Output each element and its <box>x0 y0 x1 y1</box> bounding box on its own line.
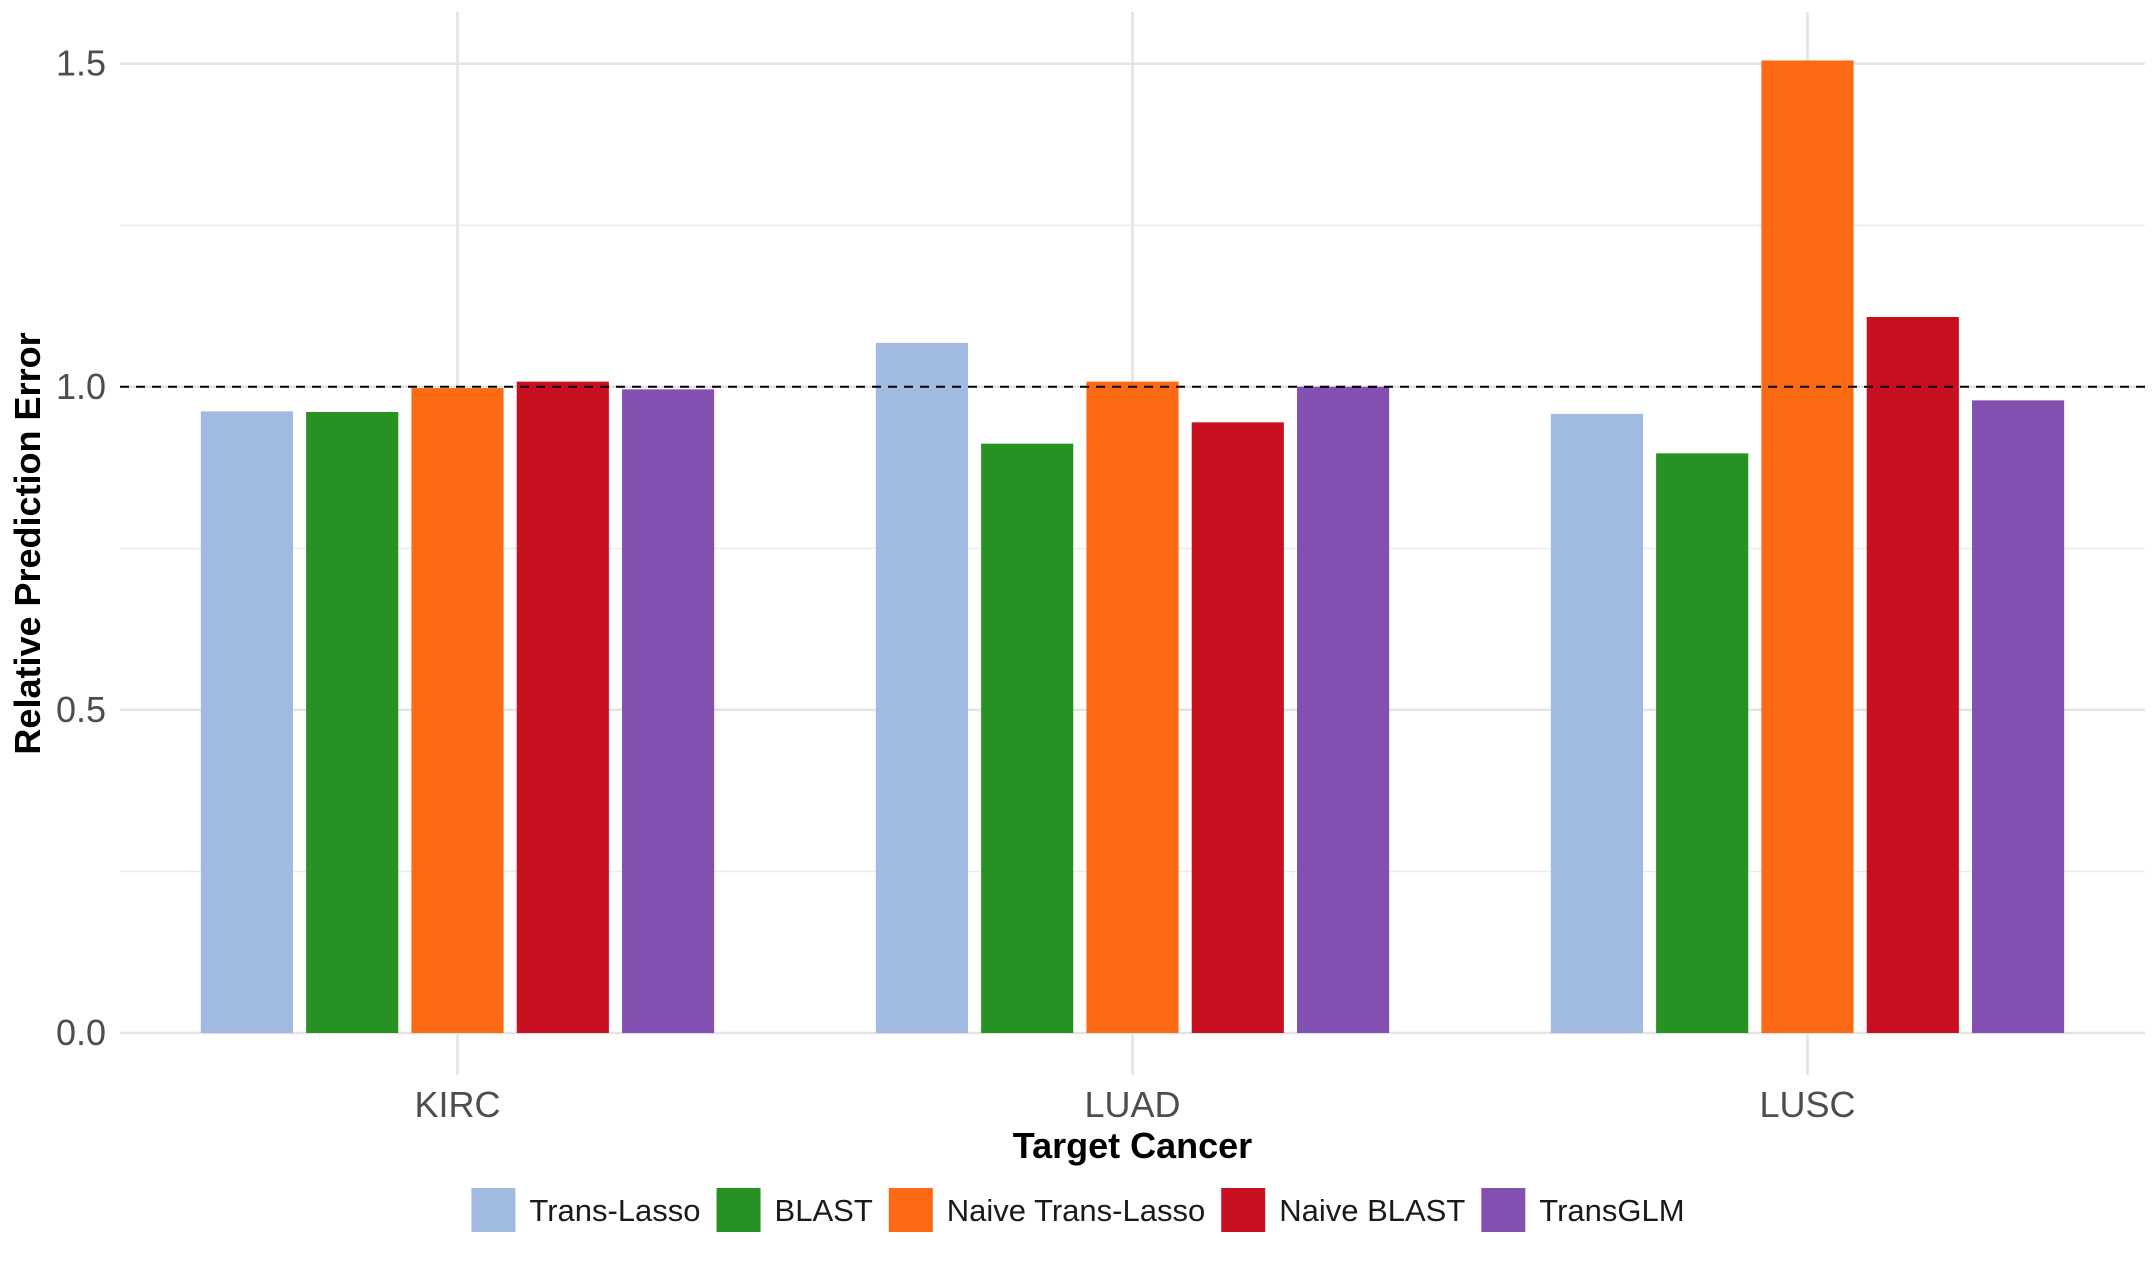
x-tick-label: KIRC <box>414 1084 500 1125</box>
bar <box>1761 60 1854 1033</box>
bar <box>1086 381 1179 1033</box>
legend-label: BLAST <box>775 1193 873 1228</box>
bar <box>1866 317 1959 1033</box>
y-tick-label: 0.5 <box>56 689 106 730</box>
legend: Trans-Lasso BLAST Naive Trans-Lasso Naive B… <box>471 1188 1685 1232</box>
x-axis-title: Target Cancer <box>1013 1125 1252 1166</box>
legend-key <box>471 1188 516 1232</box>
bar <box>981 443 1074 1033</box>
y-tick-label: 1.0 <box>56 366 106 407</box>
bar <box>306 411 399 1033</box>
bar <box>411 388 504 1033</box>
legend-label: Naive BLAST <box>1279 1193 1465 1228</box>
bar <box>875 342 968 1033</box>
legend-label: Naive Trans-Lasso <box>947 1193 1205 1228</box>
legend-key <box>888 1188 933 1232</box>
x-tick-label: LUSC <box>1759 1084 1855 1125</box>
legend-key <box>716 1188 761 1232</box>
legend-item: Naive BLAST <box>1221 1188 1465 1232</box>
legend-item: TransGLM <box>1481 1188 1685 1232</box>
bar <box>1297 386 1390 1033</box>
y-tick-label: 1.5 <box>56 43 106 84</box>
legend-item: Trans-Lasso <box>471 1188 701 1232</box>
legend-key <box>1481 1188 1526 1232</box>
bar <box>200 411 293 1033</box>
legend-key <box>1221 1188 1266 1232</box>
bar <box>1191 422 1284 1033</box>
bar <box>622 389 715 1033</box>
bar <box>1550 413 1643 1033</box>
y-tick-label: 0.0 <box>56 1012 106 1053</box>
bar <box>1972 400 2065 1033</box>
y-axis-title: Relative Prediction Error <box>7 332 48 754</box>
legend-label: TransGLM <box>1539 1193 1684 1228</box>
x-tick-labels: KIRC LUAD LUSC <box>414 1084 1855 1125</box>
bars-group <box>200 60 2065 1033</box>
y-tick-labels: 0.0 0.5 1.0 1.5 <box>56 43 106 1053</box>
legend-item: BLAST <box>716 1188 873 1232</box>
bar <box>1656 453 1749 1033</box>
legend-label: Trans-Lasso <box>529 1193 700 1228</box>
bar <box>516 381 609 1033</box>
x-tick-label: LUAD <box>1084 1084 1180 1125</box>
legend-item: Naive Trans-Lasso <box>888 1188 1205 1232</box>
